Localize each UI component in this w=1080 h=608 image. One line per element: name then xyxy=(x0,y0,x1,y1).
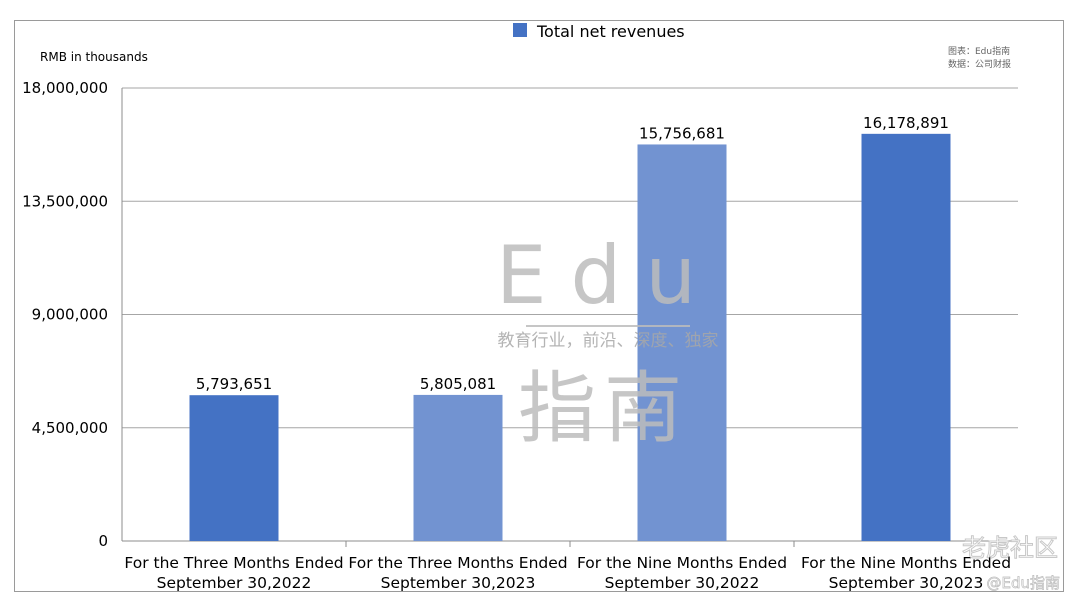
source-note-chart: 图表：Edu指南 xyxy=(948,45,1010,57)
y-tick-label: 9,000,000 xyxy=(32,306,108,324)
bar xyxy=(637,144,727,542)
bar xyxy=(861,133,951,541)
category-label: For the Nine Months Ended xyxy=(577,554,787,572)
bars xyxy=(189,133,951,542)
value-label: 15,756,681 xyxy=(639,124,725,142)
value-label: 16,178,891 xyxy=(863,114,949,132)
legend-label: Total net revenues xyxy=(536,22,685,41)
category-label: For the Nine Months Ended xyxy=(801,554,1011,572)
category-label: For the Three Months Ended xyxy=(124,554,343,572)
y-axis-ticks: 0 4,500,000 9,000,000 13,500,000 18,000,000 xyxy=(22,79,108,550)
watermark: Edu 教育行业，前沿、深度、独家 指南 xyxy=(496,229,720,454)
category-label: September 30,2022 xyxy=(605,574,760,592)
source-note-data: 数据：公司财报 xyxy=(948,58,1011,70)
corner-handle: @Edu指南 xyxy=(986,574,1060,592)
corner-brand: 老虎社区 xyxy=(962,534,1058,562)
watermark-edu: Edu xyxy=(496,229,720,322)
category-label: September 30,2023 xyxy=(829,574,984,592)
watermark-zhinan: 指南 xyxy=(518,364,690,454)
value-label: 5,805,081 xyxy=(420,375,496,393)
value-label: 5,793,651 xyxy=(196,375,272,393)
y-tick-label: 18,000,000 xyxy=(22,79,108,97)
category-labels: For the Three Months Ended September 30,2… xyxy=(124,554,1011,592)
bar xyxy=(189,395,279,541)
y-tick-label: 13,500,000 xyxy=(22,192,108,210)
category-label: For the Three Months Ended xyxy=(348,554,567,572)
watermark-slogan: 教育行业，前沿、深度、独家 xyxy=(498,331,719,351)
value-labels: 5,793,651 5,805,081 15,756,681 16,178,891 xyxy=(196,114,949,393)
category-label: September 30,2023 xyxy=(381,574,536,592)
y-tick-label: 0 xyxy=(98,532,108,550)
y-axis-unit-label: RMB in thousands xyxy=(40,50,148,64)
category-label: September 30,2022 xyxy=(157,574,312,592)
chart-frame xyxy=(14,20,1064,592)
y-tick-label: 4,500,000 xyxy=(32,419,108,437)
bar xyxy=(413,394,503,541)
legend-swatch xyxy=(513,23,527,37)
